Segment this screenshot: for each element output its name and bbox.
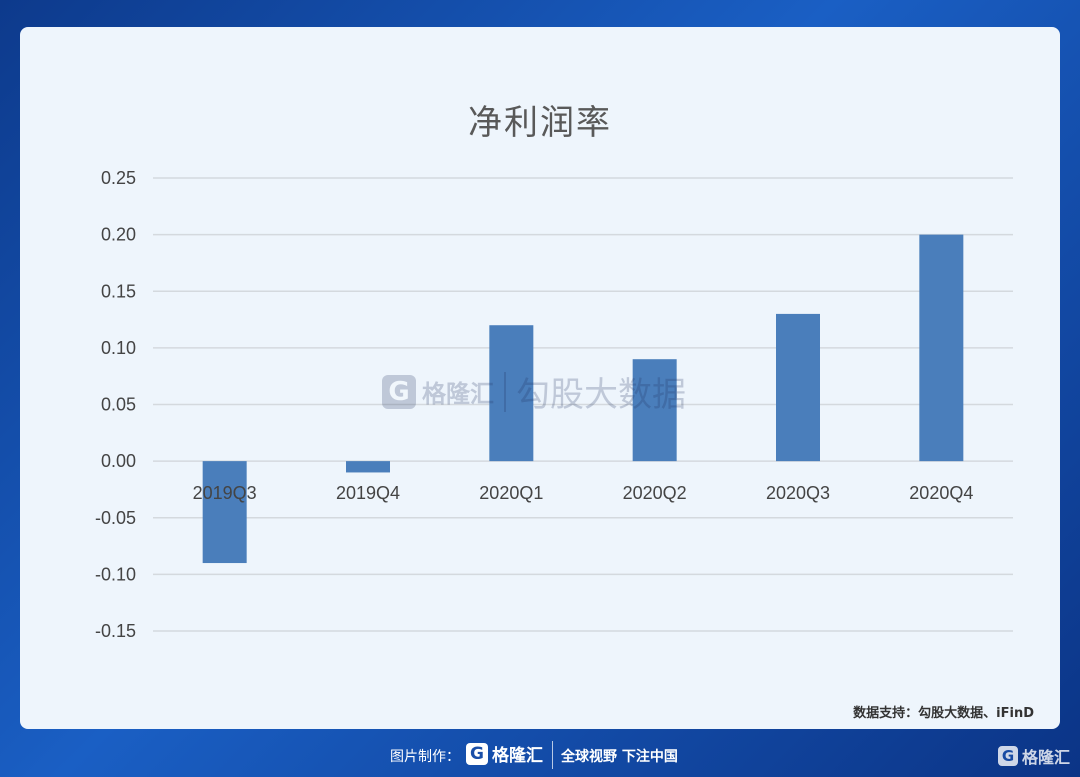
bar [489, 325, 534, 462]
y-tick-label: 0.10 [101, 338, 136, 358]
y-tick-label: -0.15 [95, 621, 136, 641]
watermark-logo-icon: G [382, 374, 416, 409]
y-tick-label: 0.15 [101, 281, 136, 301]
chart-title: 净利润率 [468, 103, 612, 143]
x-tick-label: 2020Q3 [766, 483, 830, 503]
bar [919, 234, 964, 462]
x-tick-label: 2019Q4 [336, 483, 400, 503]
y-tick-label: 0.25 [101, 168, 136, 188]
bar [632, 359, 677, 462]
footer-slogan: 全球视野 下注中国 [561, 749, 678, 765]
corner-brand: 格隆汇 [1021, 748, 1070, 767]
footer-logo: G 格隆汇 [466, 741, 543, 766]
x-tick-label: 2020Q1 [479, 483, 543, 503]
chart-card: 净利润率 0.25 0.20 0.15 0.10 0.05 0.00 -0.05 -0.10 -… [20, 27, 1060, 729]
y-tick-label: 0.00 [101, 451, 136, 471]
footer-credit: 图片制作： [390, 749, 460, 765]
bar [776, 313, 820, 462]
x-tick-label: 2020Q4 [909, 483, 973, 503]
watermark: G 格隆汇 勾股大数据 [382, 367, 686, 416]
bar [346, 461, 390, 473]
y-tick-label: 0.20 [101, 225, 136, 245]
y-tick-label: -0.05 [95, 508, 136, 528]
y-tick-label: -0.10 [95, 564, 136, 584]
x-tick-label: 2019Q3 [193, 483, 257, 503]
bar-chart: 0.25 0.20 0.15 0.10 0.05 0.00 -0.05 -0.10 -0.15 2… [95, 168, 1013, 641]
data-source: 数据支持：勾股大数据、iFinD [853, 706, 1034, 721]
footer-logo-icon: G [466, 742, 488, 765]
corner-logo-icon: G [997, 746, 1018, 766]
corner-logo: G 格隆汇 [997, 744, 1070, 768]
x-tick-label: 2020Q2 [623, 483, 687, 503]
bar [202, 461, 247, 564]
footer: 图片制作： G 格隆汇 全球视野 下注中国 G 格隆汇 [0, 729, 1080, 777]
watermark-text: 勾股大数据 [516, 375, 686, 415]
footer-brand: 格隆汇 [492, 746, 543, 766]
watermark-divider [504, 371, 506, 412]
y-tick-label: 0.05 [101, 395, 136, 415]
watermark-brand: 格隆汇 [422, 380, 494, 408]
footer-divider [552, 741, 553, 769]
